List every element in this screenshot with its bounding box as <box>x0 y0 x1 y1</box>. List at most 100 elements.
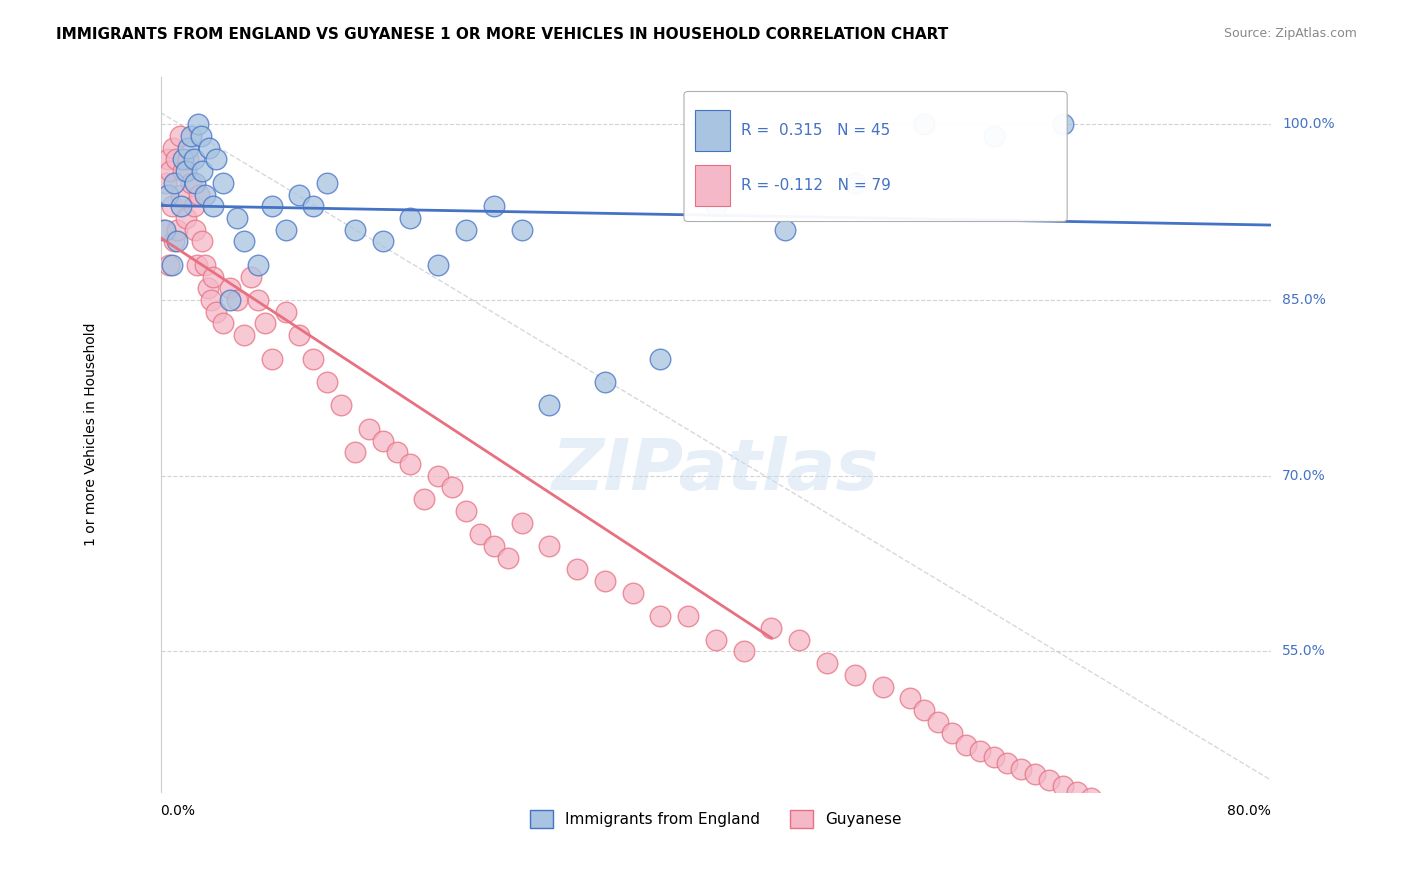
Point <box>1038 773 1060 788</box>
Point <box>180 176 202 190</box>
Point <box>288 187 311 202</box>
Point <box>188 187 211 202</box>
Point <box>704 199 727 213</box>
Point <box>316 176 339 190</box>
Point <box>162 141 184 155</box>
Point <box>191 164 214 178</box>
Point <box>593 574 616 588</box>
Point <box>510 223 533 237</box>
Point <box>163 235 186 249</box>
Text: ZIPatlas: ZIPatlas <box>553 436 880 505</box>
Point <box>153 223 176 237</box>
Point <box>180 128 202 143</box>
Point <box>160 258 183 272</box>
Point <box>983 128 1005 143</box>
Point <box>232 328 254 343</box>
Legend: Immigrants from England, Guyanese: Immigrants from England, Guyanese <box>523 804 908 834</box>
Point <box>955 738 977 752</box>
Point <box>194 187 217 202</box>
Text: 55.0%: 55.0% <box>1282 644 1326 658</box>
Point <box>163 176 186 190</box>
Text: 70.0%: 70.0% <box>1282 468 1326 483</box>
Point <box>184 223 207 237</box>
Point <box>187 117 209 131</box>
Point <box>316 375 339 389</box>
Point <box>157 258 180 272</box>
Point <box>274 223 297 237</box>
Point <box>205 304 228 318</box>
Point <box>274 304 297 318</box>
Point <box>302 199 325 213</box>
Point <box>156 153 179 167</box>
Point <box>1080 790 1102 805</box>
Point <box>454 504 477 518</box>
Point <box>232 235 254 249</box>
Point <box>205 153 228 167</box>
Point <box>997 756 1019 770</box>
Point <box>399 211 422 225</box>
Point <box>621 586 644 600</box>
Point <box>510 516 533 530</box>
Point <box>166 235 188 249</box>
Point <box>159 164 181 178</box>
Point <box>190 128 212 143</box>
Point <box>202 199 225 213</box>
Point <box>260 199 283 213</box>
Point <box>676 609 699 624</box>
Point <box>183 199 205 213</box>
Point <box>170 199 193 213</box>
Point <box>427 468 450 483</box>
Point <box>330 399 353 413</box>
Point <box>775 223 797 237</box>
Point <box>226 293 249 307</box>
Point <box>172 153 194 167</box>
Text: 85.0%: 85.0% <box>1282 293 1326 307</box>
Point <box>177 141 200 155</box>
Point <box>152 223 174 237</box>
Point <box>1066 785 1088 799</box>
Point <box>1010 762 1032 776</box>
Point <box>427 258 450 272</box>
Point <box>212 317 235 331</box>
Point <box>844 176 866 190</box>
Point <box>898 691 921 706</box>
Point <box>239 269 262 284</box>
Point <box>219 281 242 295</box>
Text: 80.0%: 80.0% <box>1227 804 1271 818</box>
Bar <box>695 111 730 152</box>
Text: R =  0.315   N = 45: R = 0.315 N = 45 <box>741 123 890 137</box>
Point <box>468 527 491 541</box>
Point <box>343 445 366 459</box>
Point <box>844 668 866 682</box>
Point <box>191 235 214 249</box>
Point <box>650 609 672 624</box>
Point <box>1052 117 1074 131</box>
Point <box>912 703 935 717</box>
Point <box>197 281 219 295</box>
Point <box>441 480 464 494</box>
Point <box>169 128 191 143</box>
Point <box>969 744 991 758</box>
Point <box>183 153 205 167</box>
Point <box>186 258 208 272</box>
Text: 1 or more Vehicles in Household: 1 or more Vehicles in Household <box>84 323 98 547</box>
Point <box>872 680 894 694</box>
Point <box>155 176 177 190</box>
Point <box>160 199 183 213</box>
Bar <box>695 165 730 206</box>
Point <box>565 562 588 576</box>
Point <box>288 328 311 343</box>
Point <box>704 632 727 647</box>
Point <box>482 199 505 213</box>
Point <box>246 258 269 272</box>
Point <box>260 351 283 366</box>
Point <box>399 457 422 471</box>
Point <box>212 176 235 190</box>
Point <box>941 726 963 740</box>
Point <box>357 422 380 436</box>
Point <box>219 293 242 307</box>
Text: IMMIGRANTS FROM ENGLAND VS GUYANESE 1 OR MORE VEHICLES IN HOUSEHOLD CORRELATION : IMMIGRANTS FROM ENGLAND VS GUYANESE 1 OR… <box>56 27 949 42</box>
Point <box>174 211 197 225</box>
Point <box>538 399 561 413</box>
Point <box>593 375 616 389</box>
